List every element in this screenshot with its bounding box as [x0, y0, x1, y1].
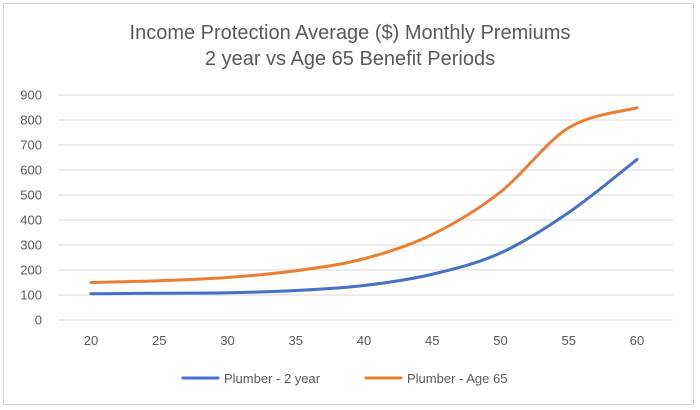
legend-label-1: Plumber - 2 year	[224, 371, 321, 386]
x-tick-label: 60	[630, 333, 644, 348]
y-tick-label: 600	[20, 163, 42, 178]
series-line-1	[89, 158, 639, 296]
x-tick-label: 35	[289, 333, 303, 348]
x-tick-label: 20	[84, 333, 98, 348]
y-tick-label: 0	[35, 313, 42, 328]
y-tick-label: 900	[20, 88, 42, 103]
y-tick-label: 800	[20, 113, 42, 128]
y-tick-label: 700	[20, 138, 42, 153]
chart-title-line-2: 2 year vs Age 65 Benefit Periods	[204, 48, 496, 70]
y-tick-label: 500	[20, 188, 42, 203]
y-tick-label: 100	[20, 288, 42, 303]
series-line-2	[89, 106, 639, 284]
y-tick-label: 300	[20, 238, 42, 253]
x-axis-tick-labels: 20 25 30 35 40 45 50 55 60	[84, 333, 644, 348]
y-tick-label: 200	[20, 263, 42, 278]
x-tick-label: 25	[152, 333, 166, 348]
gridlines	[58, 94, 673, 321]
series-lines	[89, 106, 639, 296]
legend: Plumber - 2 year Plumber - Age 65	[181, 371, 507, 386]
x-tick-label: 55	[562, 333, 576, 348]
y-axis-tick-labels: 0 100 200 300 400 500 600 700 800 900	[20, 88, 42, 328]
legend-label-2: Plumber - Age 65	[407, 371, 507, 386]
x-tick-label: 50	[493, 333, 507, 348]
chart-title-line-1: Income Protection Average ($) Monthly Pr…	[129, 22, 571, 44]
x-tick-label: 45	[425, 333, 439, 348]
x-tick-label: 30	[220, 333, 234, 348]
y-tick-label: 400	[20, 213, 42, 228]
chart-title: Income Protection Average ($) Monthly Pr…	[0, 20, 700, 72]
x-tick-label: 40	[357, 333, 371, 348]
